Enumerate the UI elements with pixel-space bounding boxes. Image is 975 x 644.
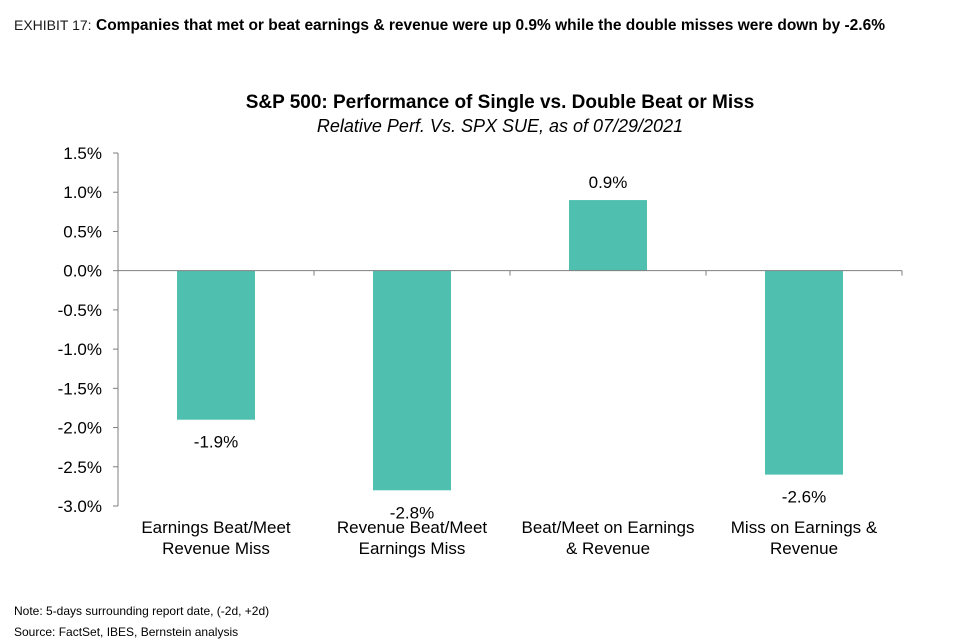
y-tick-label: 0.5% [63, 222, 102, 241]
bar-chart: 1.5% 1.0% 0.5% 0.0% -0.5% -1.0% -1.5% -2.0% -2.5… [58, 144, 903, 558]
x-category-label-line: Revenue Beat/Meet [337, 518, 488, 537]
bar [177, 270, 255, 420]
data-label: -2.8% [390, 503, 434, 522]
y-tick-label: 1.0% [63, 183, 102, 202]
x-category-label-line: Beat/Meet on Earnings [522, 518, 695, 537]
y-tick-label: -2.5% [58, 458, 102, 477]
x-category-label-line: Earnings Beat/Meet [141, 518, 291, 537]
y-tick-label: -1.0% [58, 340, 102, 359]
bar [765, 270, 843, 475]
y-tick-label: -3.0% [58, 497, 102, 516]
exhibit-headline: Companies that met or beat earnings & re… [96, 17, 886, 34]
x-category-label: Earnings Beat/Meet Revenue Miss [141, 518, 291, 558]
chart-title: S&P 500: Performance of Single vs. Doubl… [245, 92, 755, 113]
x-category-label: Beat/Meet on Earnings & Revenue [522, 518, 695, 558]
chart-note: Note: 5-days surrounding report date, (-… [14, 604, 270, 618]
x-category-label-line: Miss on Earnings & [731, 518, 878, 537]
y-tick-label: -0.5% [58, 301, 102, 320]
bar [373, 270, 451, 491]
y-tick-label: -2.0% [58, 419, 102, 438]
data-label: 0.9% [589, 173, 628, 192]
chart-subtitle: Relative Perf. Vs. SPX SUE, as of 07/29/… [316, 116, 684, 136]
chart-source: Source: FactSet, IBES, Bernstein analysi… [14, 625, 239, 639]
data-label: -2.6% [782, 488, 826, 507]
bar [569, 200, 647, 271]
x-category-label-line: Revenue Miss [162, 539, 270, 558]
x-category-label: Revenue Beat/Meet Earnings Miss [337, 518, 488, 558]
exhibit-header: EXHIBIT 17: Companies that met or beat e… [14, 10, 964, 41]
x-category-label-line: Earnings Miss [359, 539, 466, 558]
y-tick-label: 1.5% [63, 144, 102, 163]
exhibit-label: EXHIBIT 17: [14, 17, 92, 33]
y-tick-label: 0.0% [63, 262, 102, 281]
x-category-label-line: Revenue [770, 539, 838, 558]
data-label: -1.9% [194, 433, 238, 452]
x-category-label-line: & Revenue [566, 539, 650, 558]
y-tick-label: -1.5% [58, 379, 102, 398]
x-category-label: Miss on Earnings & Revenue [731, 518, 878, 558]
